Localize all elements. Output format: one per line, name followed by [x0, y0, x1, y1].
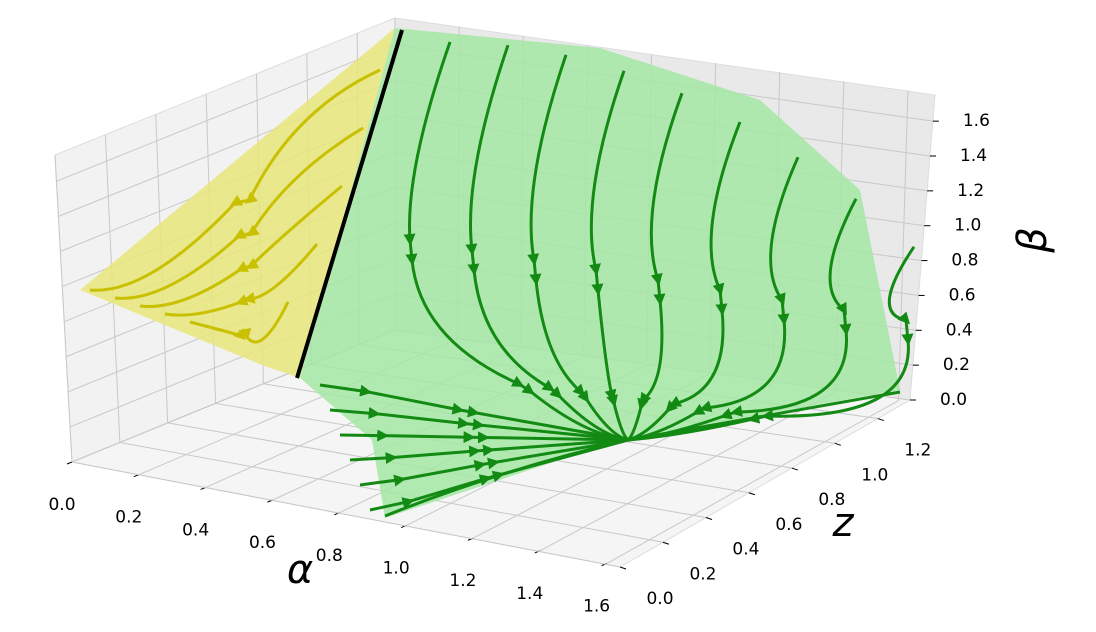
- z-axis-label: β: [1010, 227, 1056, 254]
- streamline: [589, 70, 630, 442]
- streamline: [465, 44, 629, 442]
- x-tick-label: 0.6: [249, 533, 276, 553]
- y-tick-label: 0.2: [689, 564, 716, 584]
- z-tick-label: 0.4: [946, 320, 973, 340]
- z-tick-label: 1.4: [960, 146, 987, 166]
- tick-mark: [66, 461, 73, 465]
- tick-mark: [834, 442, 841, 446]
- tick-mark: [791, 467, 799, 471]
- y-tick-label: 0.8: [818, 490, 845, 510]
- z-tick-label: 1.2: [957, 181, 984, 201]
- x-tick-label: 1.2: [449, 571, 476, 591]
- streamline: [139, 184, 343, 309]
- x-tick-label: 0.4: [182, 520, 209, 540]
- streamlines: [89, 41, 916, 518]
- x-axis-label: α: [287, 547, 313, 593]
- streamline: [114, 126, 364, 300]
- streamline: [527, 54, 629, 442]
- y-tick-label: 0.0: [646, 589, 673, 609]
- z-tick-label: 1.6: [963, 111, 990, 131]
- grid-line: [54, 154, 73, 463]
- y-tick-label: 0.6: [775, 515, 802, 535]
- grid-line: [56, 44, 396, 182]
- x-tick-label: 1.4: [516, 584, 543, 604]
- z-tick-label: 0.0: [940, 390, 967, 410]
- streamline: [403, 41, 629, 442]
- grid-line: [606, 400, 899, 565]
- grid-line: [71, 461, 621, 568]
- z-tick-label: 0.6: [949, 285, 976, 305]
- streamline: [339, 429, 629, 444]
- y-tick-label: 1.2: [904, 441, 931, 461]
- z-tick-label: 0.8: [951, 251, 978, 271]
- tick-mark: [877, 418, 884, 422]
- x-tick-label: 0.2: [115, 508, 142, 528]
- y-tick-label: 1.0: [861, 465, 888, 485]
- streamline: [359, 438, 629, 487]
- streamline: [349, 438, 629, 464]
- streamline: [384, 390, 901, 518]
- streamline: [164, 243, 319, 317]
- streamline: [627, 245, 916, 442]
- tick-mark: [748, 492, 756, 496]
- y-axis-label: z: [832, 500, 855, 546]
- x-tick-label: 0.0: [48, 495, 75, 515]
- tick-mark: [662, 541, 670, 545]
- separatrix: [295, 29, 404, 379]
- x-tick-label: 1.6: [583, 597, 610, 617]
- streamline: [189, 301, 290, 344]
- z-tick-label: 0.2: [943, 355, 970, 375]
- tick-mark: [705, 517, 713, 520]
- x-tick-label: 1.0: [383, 559, 410, 579]
- streamline: [89, 68, 381, 292]
- y-tick-label: 0.4: [732, 540, 759, 560]
- streamline: [329, 407, 629, 442]
- x-tick-label: 0.8: [316, 546, 343, 566]
- streamline: [626, 92, 684, 442]
- tick-mark: [619, 566, 627, 570]
- z-tick-label: 1.0: [954, 216, 981, 236]
